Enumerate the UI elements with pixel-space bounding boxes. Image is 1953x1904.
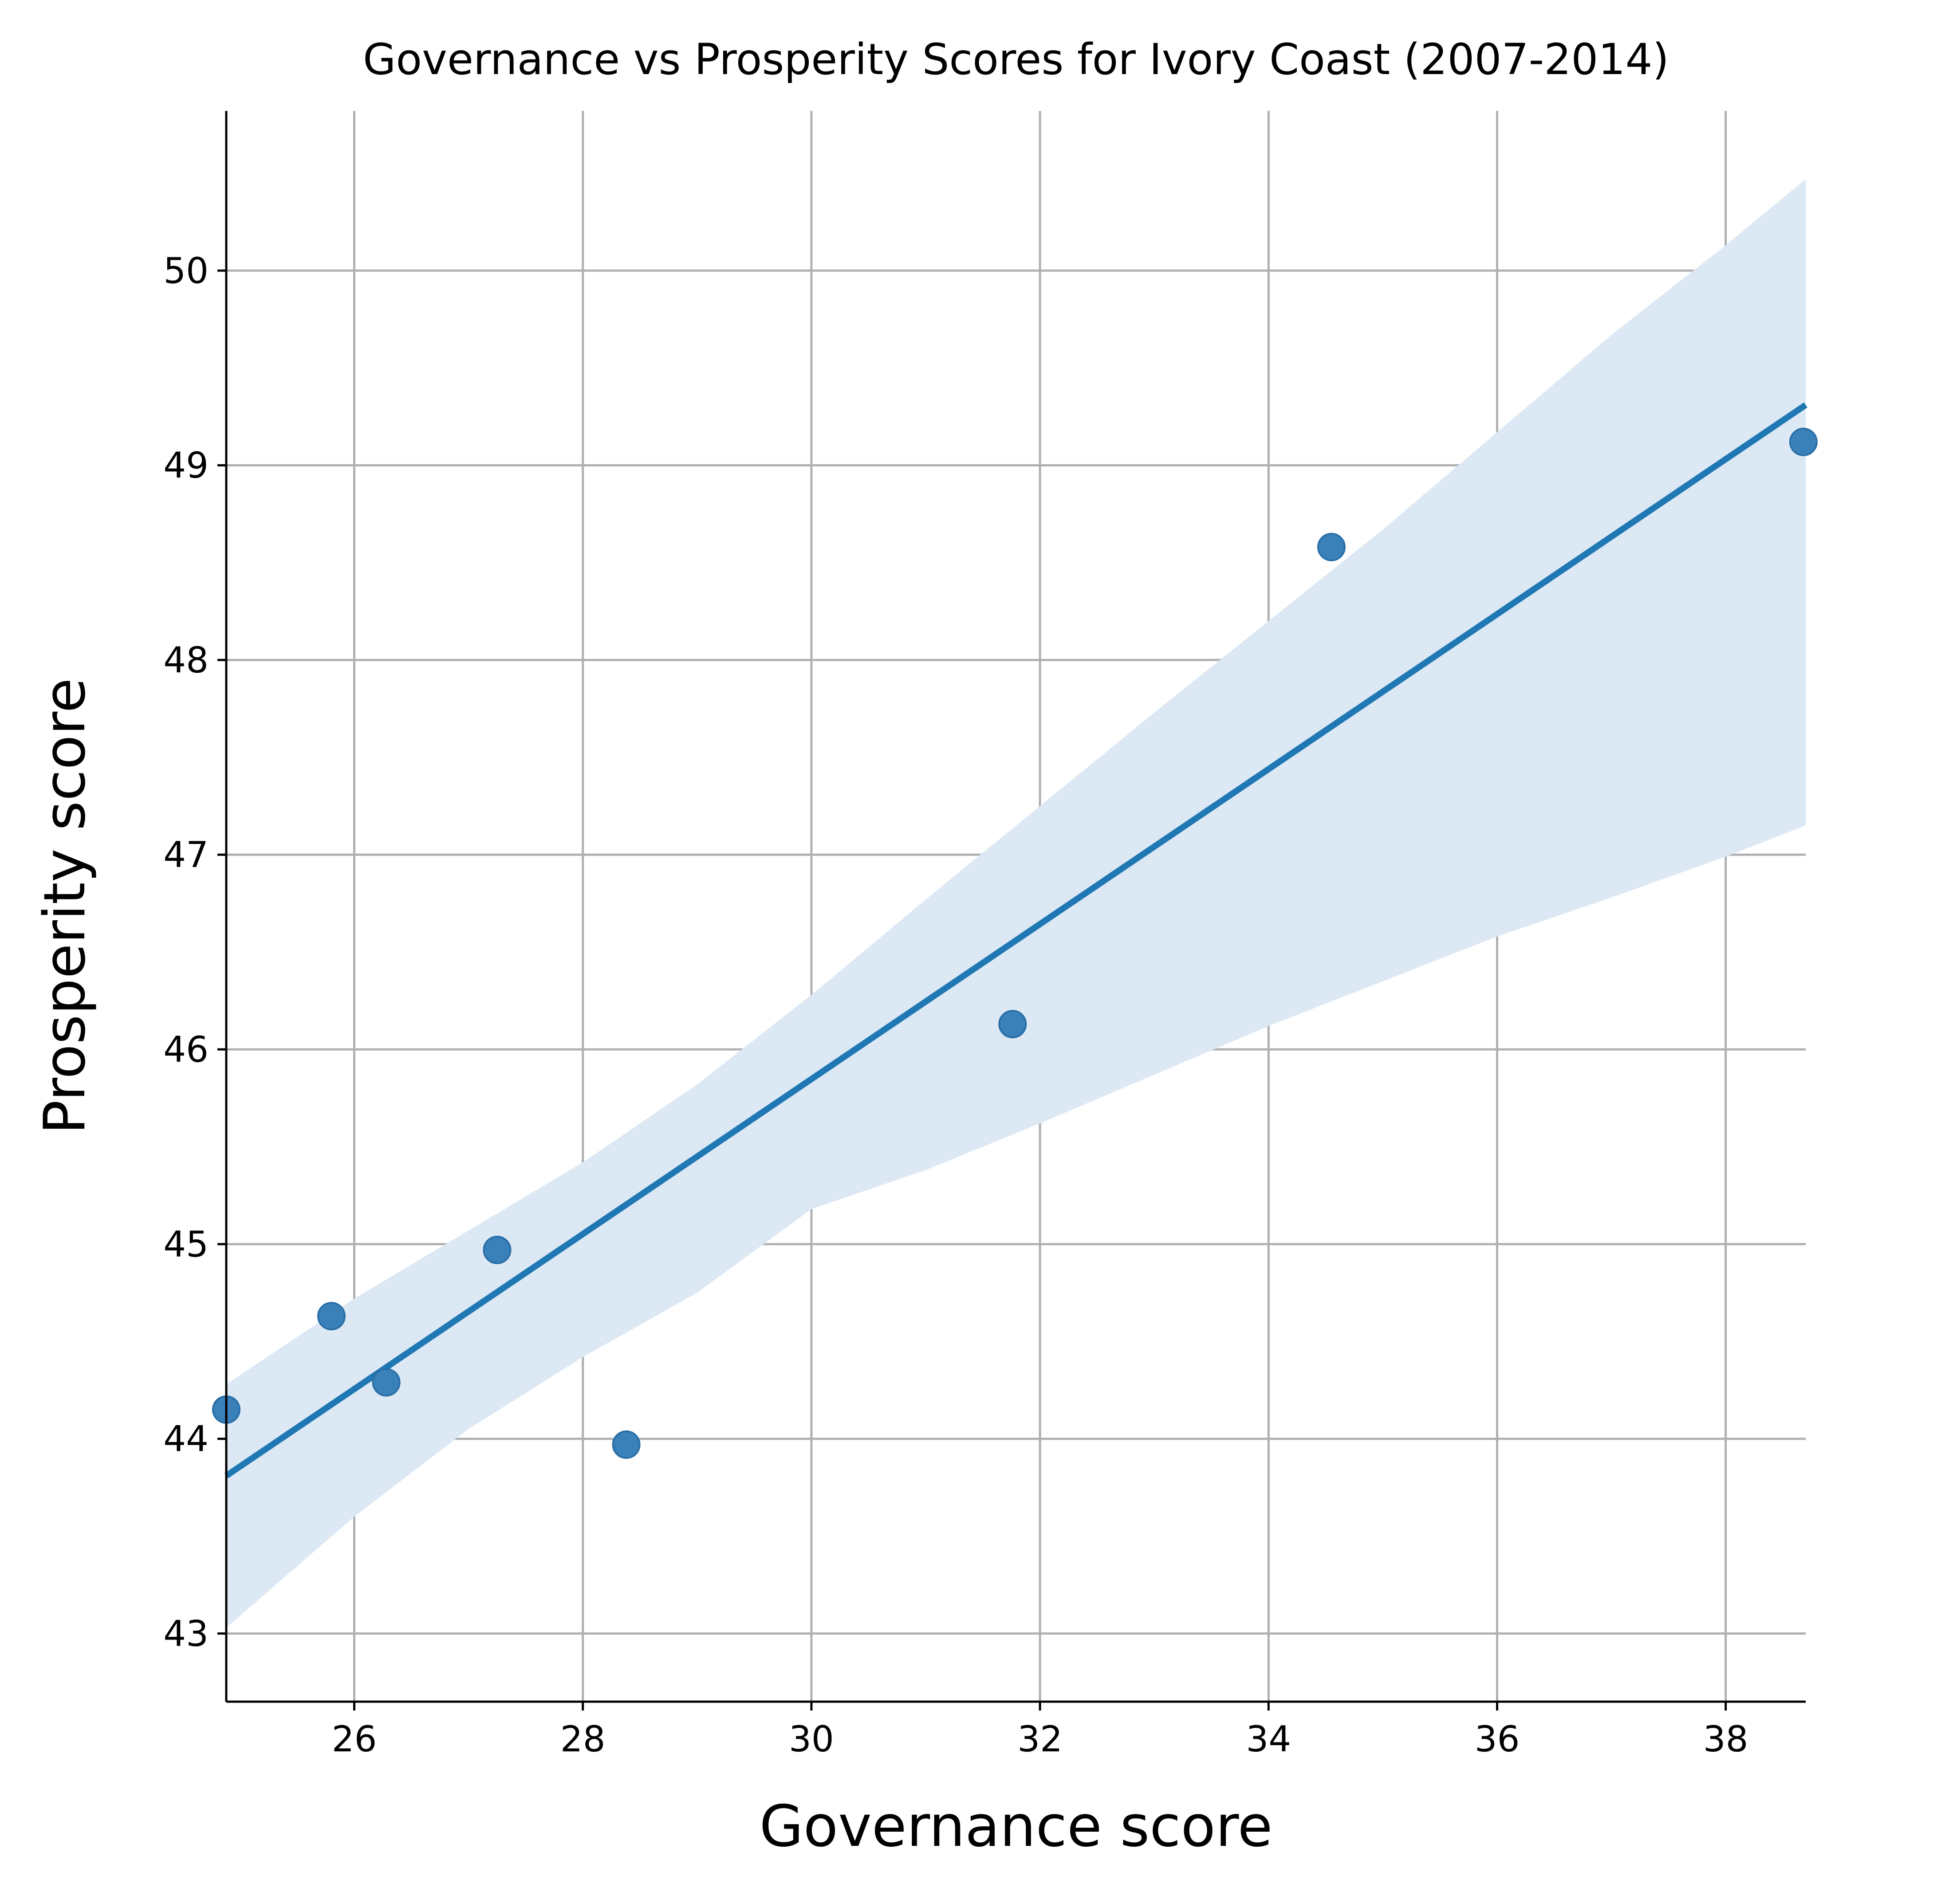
x-tick-label: 30 [789, 1719, 834, 1760]
x-tick-label: 36 [1475, 1719, 1520, 1760]
x-tick-label: 34 [1246, 1719, 1291, 1760]
x-axis-title: Governance score [760, 1794, 1273, 1860]
data-point [1789, 427, 1818, 456]
confidence-band [226, 179, 1806, 1628]
regression-line [224, 402, 1807, 1478]
ticks: 26 28 30 32 34 36 38 43 44 45 46 47 48 49 50 [163, 250, 1748, 1760]
y-tick-label: 50 [163, 250, 209, 292]
chart-title: Governance vs Prosperity Scores for Ivor… [363, 35, 1669, 84]
x-tick-label: 32 [1017, 1719, 1063, 1760]
x-tick-label: 38 [1703, 1719, 1748, 1760]
axes [225, 111, 1806, 1703]
points-layer [212, 427, 1818, 1459]
data-point [612, 1430, 641, 1459]
confidence-band-layer [226, 179, 1806, 1628]
x-tick-label: 26 [332, 1719, 377, 1760]
y-tick-label: 45 [163, 1224, 209, 1265]
data-point [1317, 532, 1346, 561]
regression-line-layer [224, 402, 1807, 1478]
data-point [372, 1368, 401, 1397]
data-point [483, 1235, 512, 1264]
y-tick-label: 44 [163, 1419, 209, 1460]
y-tick-label: 49 [163, 445, 209, 486]
y-tick-label: 47 [163, 834, 209, 875]
y-tick-label: 43 [163, 1613, 209, 1654]
data-point [998, 1009, 1027, 1038]
data-point [317, 1302, 346, 1331]
x-tick-label: 28 [560, 1719, 606, 1760]
y-tick-label: 48 [163, 639, 209, 681]
y-axis-title: Prosperity score [32, 678, 98, 1135]
y-tick-label: 46 [163, 1029, 209, 1070]
